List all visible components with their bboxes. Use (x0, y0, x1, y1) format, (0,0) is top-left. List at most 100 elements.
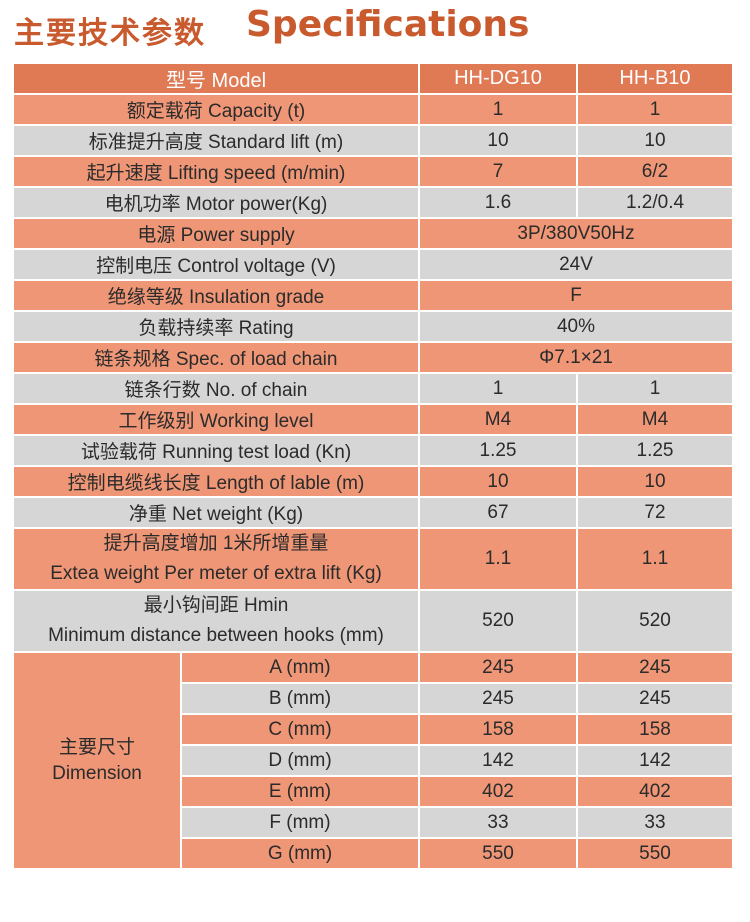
table-row: 电源 Power supply 3P/380V50Hz (12, 217, 734, 250)
hmin-label-cn: 最小钩间距 Hmin (143, 595, 289, 616)
row-label: 绝缘等级 Insulation grade (12, 279, 420, 312)
row-value-1: 1 (418, 372, 578, 405)
dimension-value-1: 158 (418, 713, 578, 746)
dimension-row-label: B (mm) (180, 682, 420, 715)
extra-weight-row: 提升高度增加 1米所增重量 Extea weight Per meter of … (12, 527, 734, 591)
row-value-merged: F (418, 279, 734, 312)
dimension-value-1: 245 (418, 651, 578, 684)
row-value-1: 1.6 (418, 186, 578, 219)
dimension-row-label: D (mm) (180, 744, 420, 777)
table-row: 负载持续率 Rating 40% (12, 310, 734, 343)
row-value-2: 72 (576, 496, 734, 529)
header-model-1: HH-DG10 (418, 62, 578, 95)
title-chinese: 主要技术参数 (14, 16, 206, 51)
dimension-row-label: G (mm) (180, 837, 420, 870)
dimension-row-label: C (mm) (180, 713, 420, 746)
table-row: 电机功率 Motor power(Kg) 1.6 1.2/0.4 (12, 186, 734, 219)
dimension-value-2: 158 (576, 713, 734, 746)
extra-weight-value-2: 1.1 (576, 527, 734, 591)
dimension-value-2: 402 (576, 775, 734, 808)
table-row: 控制电缆线长度 Length of lable (m) 10 10 (12, 465, 734, 498)
dimension-row: B (mm) 245 245 (13, 682, 734, 715)
hmin-row: 最小钩间距 Hmin Minimum distance between hook… (12, 589, 734, 653)
row-value-2: 1.2/0.4 (576, 186, 734, 219)
row-label: 工作级别 Working level (12, 403, 420, 436)
row-value-2: 10 (576, 124, 734, 157)
title-english: Specifications (246, 4, 530, 45)
row-value-merged: 24V (418, 248, 734, 281)
row-label: 控制电缆线长度 Length of lable (m) (12, 465, 420, 498)
dimension-label-en: Dimension (52, 762, 142, 784)
dimension-value-2: 245 (576, 682, 734, 715)
header-model-2: HH-B10 (576, 62, 734, 95)
dimension-row: D (mm) 142 142 (13, 744, 734, 777)
row-value-2: M4 (576, 403, 734, 436)
dimension-value-1: 33 (418, 806, 578, 839)
dimension-row-label: F (mm) (180, 806, 420, 839)
dimension-row: C (mm) 158 158 (13, 713, 734, 746)
row-value-2: 1 (576, 93, 734, 126)
dimension-row-label: E (mm) (180, 775, 420, 808)
row-label: 额定载荷 Capacity (t) (12, 93, 420, 126)
row-value-2: 10 (576, 465, 734, 498)
dimension-value-2: 142 (576, 744, 734, 777)
table-row: 工作级别 Working level M4 M4 (12, 403, 734, 436)
dimension-value-1: 245 (418, 682, 578, 715)
hmin-label: 最小钩间距 Hmin Minimum distance between hook… (12, 589, 420, 653)
dimension-row: E (mm) 402 402 (13, 775, 734, 808)
extra-weight-label-cn: 提升高度增加 1米所增重量 (103, 533, 329, 554)
hmin-value-2: 520 (576, 589, 734, 653)
table-header-row: 型号 Model HH-DG10 HH-B10 (12, 62, 734, 95)
row-label: 链条规格 Spec. of load chain (12, 341, 420, 374)
row-label: 起升速度 Lifting speed (m/min) (12, 155, 420, 188)
dimension-value-1: 142 (418, 744, 578, 777)
extra-weight-value-1: 1.1 (418, 527, 578, 591)
row-label: 净重 Net weight (Kg) (12, 496, 420, 529)
row-value-merged: 40% (418, 310, 734, 343)
dimension-value-2: 550 (576, 837, 734, 870)
table-row: 净重 Net weight (Kg) 67 72 (12, 496, 734, 529)
row-value-1: 10 (418, 465, 578, 498)
row-label: 链条行数 No. of chain (12, 372, 420, 405)
row-label: 电机功率 Motor power(Kg) (12, 186, 420, 219)
row-value-2: 1 (576, 372, 734, 405)
row-value-1: 7 (418, 155, 578, 188)
table-row: 链条规格 Spec. of load chain Φ7.1×21 (12, 341, 734, 374)
table-row: 标准提升高度 Standard lift (m) 10 10 (12, 124, 734, 157)
title-bar: 主要技术参数 Specifications (0, 0, 750, 56)
row-value-2: 6/2 (576, 155, 734, 188)
hmin-value-1: 520 (418, 589, 578, 653)
row-label: 负载持续率 Rating (12, 310, 420, 343)
row-label: 试验载荷 Running test load (Kn) (12, 434, 420, 467)
dimension-row: 主要尺寸 Dimension A (mm) 245 245 (12, 651, 734, 870)
row-value-1: 10 (418, 124, 578, 157)
dimension-value-2: 33 (576, 806, 734, 839)
dimension-row: G (mm) 550 550 (13, 837, 734, 870)
dimension-value-1: 550 (418, 837, 578, 870)
table-row: 绝缘等级 Insulation grade F (12, 279, 734, 312)
row-value-2: 1.25 (576, 434, 734, 467)
table-row: 起升速度 Lifting speed (m/min) 7 6/2 (12, 155, 734, 188)
dimension-label-cn: 主要尺寸 (58, 736, 135, 758)
row-label: 电源 Power supply (12, 217, 420, 250)
row-value-1: 1 (418, 93, 578, 126)
table-row: 控制电压 Control voltage (V) 24V (12, 248, 734, 281)
dimension-row: F (mm) 33 33 (13, 806, 734, 839)
hmin-label-en: Minimum distance between hooks (mm) (48, 625, 384, 646)
row-value-merged: 3P/380V50Hz (418, 217, 734, 250)
table-row: 额定载荷 Capacity (t) 1 1 (12, 93, 734, 126)
table-row: 链条行数 No. of chain 1 1 (12, 372, 734, 405)
row-value-1: 67 (418, 496, 578, 529)
extra-weight-label: 提升高度增加 1米所增重量 Extea weight Per meter of … (12, 527, 420, 591)
dimension-row-label: A (mm) (180, 651, 420, 684)
dimension-label: 主要尺寸 Dimension (12, 651, 182, 870)
row-label: 控制电压 Control voltage (V) (12, 248, 420, 281)
header-model-label: 型号 Model (12, 62, 420, 95)
specifications-table: 型号 Model HH-DG10 HH-B10 额定载荷 Capacity (t… (12, 62, 734, 870)
dimension-value-2: 245 (576, 651, 734, 684)
extra-weight-label-en: Extea weight Per meter of extra lift (Kg… (50, 563, 382, 584)
dimension-value-1: 402 (418, 775, 578, 808)
row-label: 标准提升高度 Standard lift (m) (12, 124, 420, 157)
row-value-1: 1.25 (418, 434, 578, 467)
row-value-1: M4 (418, 403, 578, 436)
